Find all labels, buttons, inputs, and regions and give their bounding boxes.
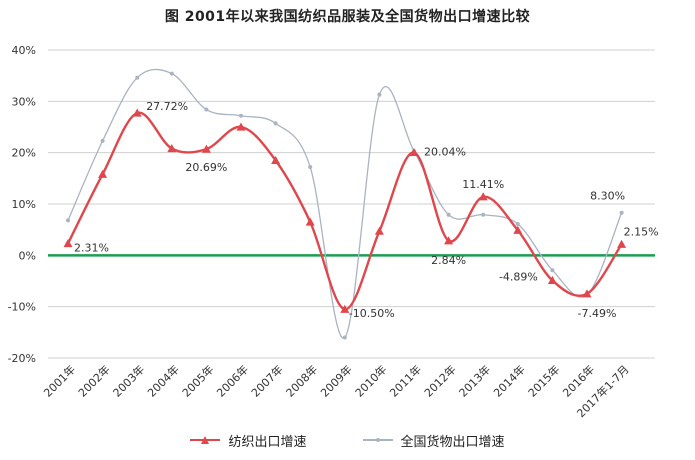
marker-national xyxy=(204,107,209,112)
data-label: 8.30% xyxy=(590,190,625,203)
y-tick-label: 10% xyxy=(12,198,36,211)
marker-national xyxy=(239,113,243,118)
marker-textile xyxy=(63,238,73,248)
series-line-textile xyxy=(66,111,623,311)
y-tick-labels: -20% -10% 0% 10% 20% 30% 40% xyxy=(8,44,36,365)
y-tick-label: 20% xyxy=(12,147,36,160)
marker-textile xyxy=(617,239,627,248)
data-label: 2.84% xyxy=(431,254,466,267)
data-label: 2.31% xyxy=(74,241,109,254)
marker-textile xyxy=(167,144,177,153)
legend: 纺织出口增速 全国货物出口增速 xyxy=(0,430,695,450)
marker-textile xyxy=(547,275,557,285)
marker-textile xyxy=(444,236,454,245)
chart-title: 图 2001年以来我国纺织品服装及全国货物出口增速比较 xyxy=(164,9,531,25)
marker-textile xyxy=(132,108,142,117)
legend-item-textile: 纺织出口增速 xyxy=(190,431,307,450)
marker-national xyxy=(66,218,70,223)
marker-national xyxy=(619,210,624,215)
y-tick-label: -20% xyxy=(8,352,36,365)
x-tick-label: 2002年 xyxy=(75,362,112,399)
marker-textile xyxy=(236,122,246,131)
y-tick-label: -10% xyxy=(8,301,36,314)
y-tick-label: 40% xyxy=(12,44,36,57)
x-tick-label: 2007年 xyxy=(248,362,285,399)
data-label: -4.89% xyxy=(499,270,538,283)
marker-textile xyxy=(340,304,350,313)
marker-national xyxy=(100,138,105,143)
marker-national xyxy=(377,92,382,97)
legend-label-textile: 纺织出口增速 xyxy=(228,434,307,450)
x-tick-label: 2010年 xyxy=(352,362,389,399)
x-tick-label: 2006年 xyxy=(214,362,251,399)
marker-national xyxy=(515,222,520,227)
legend-swatch-textile xyxy=(190,434,221,446)
gridlines xyxy=(48,49,655,359)
x-tick-label: 2011年 xyxy=(387,362,424,399)
x-tick-label: 2005年 xyxy=(179,362,216,399)
x-tick-label: 2012年 xyxy=(421,362,458,399)
marker-textile xyxy=(478,192,488,201)
marker-textile xyxy=(98,169,108,178)
marker-national xyxy=(273,121,278,126)
data-label: -7.49% xyxy=(578,307,617,320)
marker-textile xyxy=(513,225,523,234)
x-tick-label: 2003年 xyxy=(110,362,147,399)
x-tick-label: 2001年 xyxy=(41,362,78,399)
x-tick-label: 2015年 xyxy=(525,362,562,399)
marker-national xyxy=(135,75,140,80)
marker-textile xyxy=(374,226,384,235)
data-label: 2.15% xyxy=(624,225,659,238)
marker-national xyxy=(308,165,313,170)
legend-item-national: 全国货物出口增速 xyxy=(362,431,505,450)
marker-textile xyxy=(409,147,419,157)
data-label: 20.69% xyxy=(185,161,227,174)
marker-textile xyxy=(201,144,211,153)
legend-swatch-national xyxy=(362,434,393,446)
marker-textile xyxy=(582,289,592,298)
marker-national xyxy=(481,212,486,217)
data-label: 27.72% xyxy=(146,100,188,113)
marker-national xyxy=(550,268,555,273)
x-tick-label: 2013年 xyxy=(456,362,493,399)
data-label: 20.04% xyxy=(424,145,466,158)
marker-textile xyxy=(271,155,281,164)
x-tick-label: 2008年 xyxy=(283,362,320,399)
y-tick-label: 0% xyxy=(19,249,36,262)
x-tick-label: 2014年 xyxy=(490,362,527,399)
data-labels: 2.31% 27.72% 20.69% -10.50% 20.04% 2.84% 11.41… xyxy=(74,100,659,320)
series-markers xyxy=(63,71,627,340)
data-label: 11.41% xyxy=(462,178,504,191)
x-tick-label: 2009年 xyxy=(317,362,354,399)
line-chart: -20%-10%0%10%20%30%40% 2001年2002年2003年20… xyxy=(8,44,659,420)
data-label: -10.50% xyxy=(349,307,395,320)
x-tick-labels: 2001年2002年2003年2004年2005年2006年2007年2008年… xyxy=(41,362,632,420)
marker-national xyxy=(446,212,451,217)
x-tick-label: 2004年 xyxy=(144,362,181,399)
y-tick-label: 30% xyxy=(12,95,36,108)
legend-label-national: 全国货物出口增速 xyxy=(400,434,505,450)
marker-national xyxy=(342,335,347,340)
marker-textile xyxy=(305,217,315,226)
marker-national xyxy=(169,71,174,76)
